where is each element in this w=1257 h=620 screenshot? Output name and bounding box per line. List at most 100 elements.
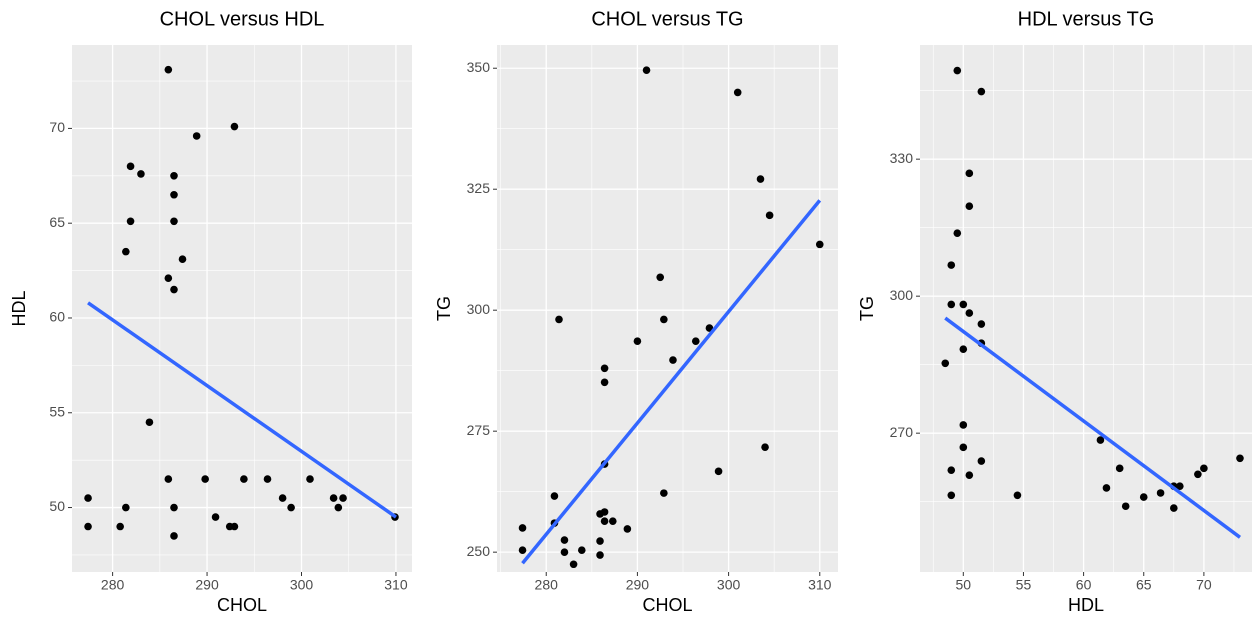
point (211, 513, 220, 521)
point (170, 532, 178, 540)
point (263, 475, 272, 483)
point (965, 471, 974, 479)
y-axis-label: TG (434, 296, 454, 321)
point (947, 300, 956, 309)
point (669, 356, 677, 364)
panel-background (497, 45, 838, 572)
point (122, 503, 130, 512)
x-tick-label: 65 (1136, 577, 1152, 593)
point (126, 217, 135, 226)
point (977, 320, 986, 328)
point (84, 522, 92, 531)
x-tick-label: 280 (535, 577, 559, 593)
point (959, 421, 968, 429)
point (1200, 464, 1208, 473)
point (518, 546, 527, 555)
point (633, 337, 642, 345)
point (1170, 504, 1178, 512)
point (623, 525, 632, 533)
point (518, 524, 527, 532)
point (941, 359, 950, 368)
y-tick-label: 270 (890, 424, 914, 440)
point (600, 364, 609, 373)
point (1102, 484, 1111, 492)
point (947, 466, 956, 474)
point (164, 65, 173, 74)
y-tick-label: 60 (49, 309, 65, 325)
point (815, 240, 824, 249)
point (306, 475, 314, 483)
x-axis-label: HDL (1068, 595, 1104, 615)
point (977, 87, 986, 96)
point (761, 443, 769, 451)
point (965, 202, 974, 211)
point (170, 190, 178, 199)
point (953, 66, 962, 75)
point (947, 261, 956, 269)
point (642, 66, 651, 74)
y-tick-label: 65 (49, 214, 65, 230)
panel-background (920, 45, 1252, 572)
point (126, 162, 135, 171)
chart-title: CHOL versus HDL (160, 8, 325, 30)
point (278, 494, 287, 502)
y-tick-label: 250 (467, 543, 491, 559)
point (178, 255, 187, 264)
point (756, 175, 765, 183)
chart-title: HDL versus TG (1018, 8, 1155, 30)
point (116, 522, 124, 531)
point (965, 169, 974, 178)
point (714, 467, 723, 476)
y-tick-label: 50 (49, 498, 65, 514)
point (555, 315, 563, 324)
point (170, 172, 178, 180)
point (84, 494, 92, 502)
point (765, 211, 774, 220)
point (287, 503, 295, 512)
point (1176, 482, 1184, 490)
point (953, 229, 962, 237)
point (596, 537, 604, 545)
point (1096, 436, 1105, 444)
point (192, 132, 201, 140)
x-tick-label: 310 (384, 577, 408, 593)
fit-line (944, 316, 1242, 539)
fit-line (521, 199, 822, 565)
y-axis-label: HDL (9, 290, 29, 326)
y-tick-label: 325 (467, 180, 491, 196)
point (550, 492, 559, 500)
point (596, 551, 604, 559)
point (339, 494, 347, 502)
point (733, 88, 742, 97)
point (164, 475, 173, 483)
x-tick-label: 70 (1196, 577, 1212, 593)
point (1194, 470, 1202, 479)
x-tick-label: 310 (808, 577, 832, 593)
point (660, 315, 668, 324)
point (656, 273, 665, 282)
point (965, 309, 974, 317)
x-tick-label: 60 (1076, 577, 1092, 593)
y-tick-label: 55 (49, 403, 65, 419)
point (600, 508, 609, 516)
point (1115, 464, 1124, 473)
x-tick-label: 300 (290, 577, 314, 593)
y-tick-label: 300 (467, 301, 491, 317)
point (1139, 493, 1148, 501)
point (1156, 489, 1165, 497)
x-axis-label: CHOL (217, 595, 267, 615)
point (569, 560, 578, 569)
point (608, 517, 617, 525)
y-tick-label: 350 (467, 59, 491, 75)
point (1121, 502, 1130, 511)
x-tick-label: 55 (1016, 577, 1032, 593)
point (230, 522, 239, 531)
x-axis-label: CHOL (642, 595, 692, 615)
y-axis-label: TG (857, 296, 877, 321)
point (691, 337, 700, 345)
point (170, 217, 178, 226)
point (145, 418, 154, 427)
point (577, 546, 586, 555)
point (240, 475, 248, 483)
